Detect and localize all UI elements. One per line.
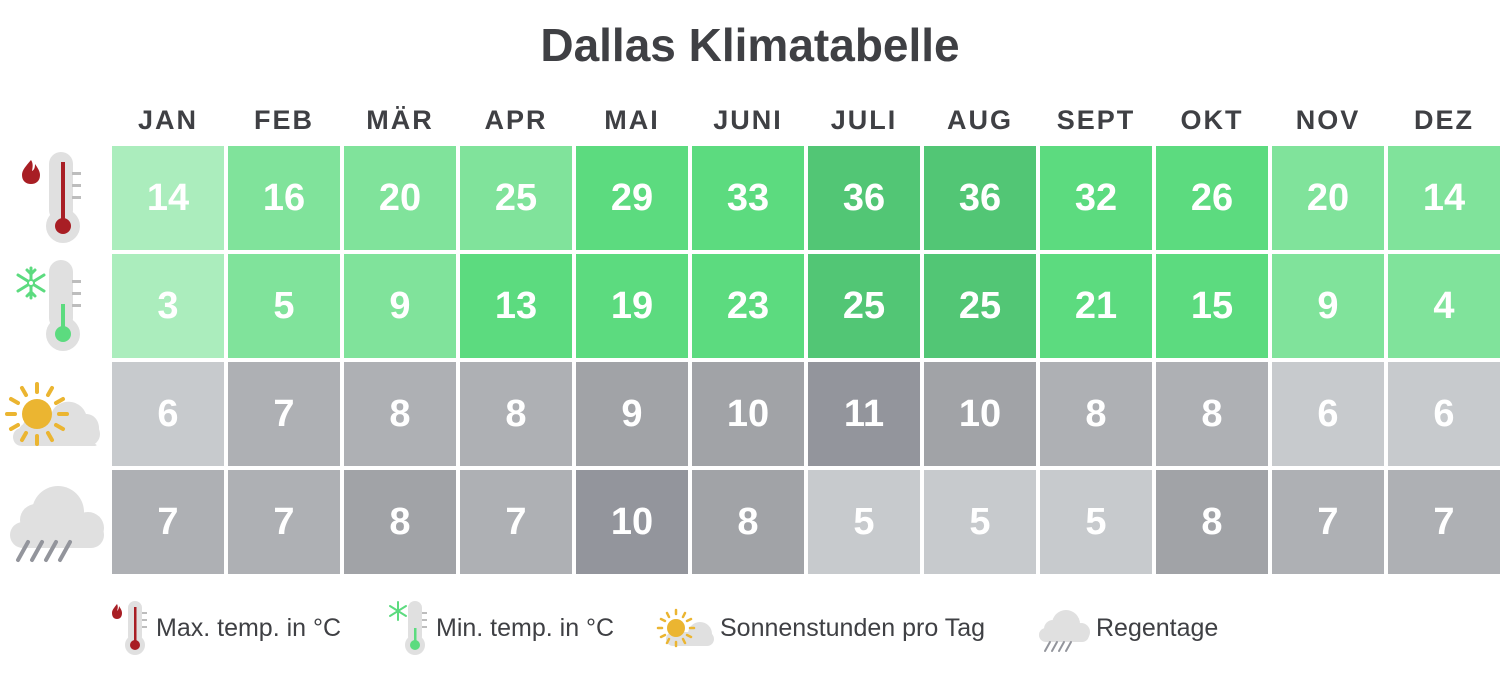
cell-sun-hours: 10 bbox=[924, 362, 1036, 466]
thermometer-cold-icon bbox=[0, 254, 108, 358]
cell-max-temp: 26 bbox=[1156, 146, 1268, 250]
cell-sun-hours: 8 bbox=[344, 362, 456, 466]
cell-sun-hours: 7 bbox=[228, 362, 340, 466]
legend-label: Max. temp. in °C bbox=[156, 613, 342, 642]
cell-min-temp: 21 bbox=[1040, 254, 1152, 358]
cell-max-temp: 36 bbox=[924, 146, 1036, 250]
cell-rain-days: 7 bbox=[1272, 470, 1384, 574]
row-sun-hours: 6 7 8 8 9 10 11 10 8 8 6 6 bbox=[112, 362, 1500, 466]
cell-max-temp: 25 bbox=[460, 146, 572, 250]
cell-max-temp: 14 bbox=[112, 146, 224, 250]
cell-sun-hours: 6 bbox=[1388, 362, 1500, 466]
cell-rain-days: 8 bbox=[692, 470, 804, 574]
cell-rain-days: 10 bbox=[576, 470, 688, 574]
legend-label: Sonnenstunden pro Tag bbox=[720, 613, 986, 642]
month-header: OKT bbox=[1180, 105, 1244, 135]
rain-cloud-icon bbox=[0, 470, 108, 574]
cell-rain-days: 5 bbox=[808, 470, 920, 574]
cell-min-temp: 9 bbox=[1272, 254, 1384, 358]
cell-min-temp: 5 bbox=[228, 254, 340, 358]
month-header: SEPT bbox=[1056, 105, 1136, 135]
chart-title: Dallas Klimatabelle bbox=[540, 19, 960, 71]
cell-rain-days: 5 bbox=[1040, 470, 1152, 574]
month-header-row: JAN FEB MÄR APR MAI JUNI JULI AUG SEPT O… bbox=[112, 100, 1500, 140]
cell-max-temp: 36 bbox=[808, 146, 920, 250]
cell-sun-hours: 8 bbox=[1040, 362, 1152, 466]
cell-sun-hours: 6 bbox=[1272, 362, 1384, 466]
legend-item-rain-days: Regentage bbox=[1036, 596, 1218, 660]
cell-sun-hours: 8 bbox=[460, 362, 572, 466]
cell-max-temp: 33 bbox=[692, 146, 804, 250]
rain-cloud-icon bbox=[1039, 610, 1090, 652]
thermometer-hot-icon bbox=[112, 601, 147, 655]
cell-min-temp: 23 bbox=[692, 254, 804, 358]
cell-sun-hours: 8 bbox=[1156, 362, 1268, 466]
month-header: NOV bbox=[1295, 105, 1361, 135]
cell-max-temp: 20 bbox=[1272, 146, 1384, 250]
thermometer-cold-icon bbox=[389, 601, 427, 655]
legend-item-sun-hours: Sonnenstunden pro Tag bbox=[656, 596, 985, 660]
month-header: DEZ bbox=[1414, 105, 1474, 135]
cell-min-temp: 15 bbox=[1156, 254, 1268, 358]
month-header: JUNI bbox=[713, 105, 783, 135]
cell-sun-hours: 11 bbox=[808, 362, 920, 466]
legend: Max. temp. in °C Min. temp. in °C bbox=[0, 596, 1500, 660]
cell-min-temp: 25 bbox=[924, 254, 1036, 358]
legend-label: Min. temp. in °C bbox=[436, 613, 615, 642]
month-header: JULI bbox=[830, 105, 898, 135]
cell-max-temp: 29 bbox=[576, 146, 688, 250]
cell-rain-days: 7 bbox=[228, 470, 340, 574]
sun-cloud-icon bbox=[656, 608, 714, 648]
month-header: MAI bbox=[604, 105, 660, 135]
row-min-temp: 3 5 9 13 19 23 25 25 21 15 9 4 bbox=[112, 254, 1500, 358]
month-header: AUG bbox=[947, 105, 1013, 135]
climate-table: 14 16 20 25 29 33 36 36 32 26 20 14 3 5 … bbox=[112, 146, 1500, 578]
sun-cloud-icon bbox=[0, 362, 108, 466]
cell-sun-hours: 10 bbox=[692, 362, 804, 466]
cell-min-temp: 4 bbox=[1388, 254, 1500, 358]
cell-rain-days: 7 bbox=[460, 470, 572, 574]
cell-rain-days: 7 bbox=[1388, 470, 1500, 574]
cell-rain-days: 8 bbox=[344, 470, 456, 574]
cell-min-temp: 13 bbox=[460, 254, 572, 358]
cell-min-temp: 25 bbox=[808, 254, 920, 358]
cell-max-temp: 20 bbox=[344, 146, 456, 250]
cell-sun-hours: 9 bbox=[576, 362, 688, 466]
month-header: MÄR bbox=[366, 105, 434, 135]
cell-min-temp: 3 bbox=[112, 254, 224, 358]
cell-max-temp: 32 bbox=[1040, 146, 1152, 250]
legend-item-max-temp: Max. temp. in °C bbox=[108, 596, 341, 660]
cell-rain-days: 5 bbox=[924, 470, 1036, 574]
legend-label: Regentage bbox=[1096, 613, 1219, 642]
cell-rain-days: 7 bbox=[112, 470, 224, 574]
cell-max-temp: 16 bbox=[228, 146, 340, 250]
row-rain-days: 7 7 8 7 10 8 5 5 5 8 7 7 bbox=[112, 470, 1500, 574]
cell-min-temp: 19 bbox=[576, 254, 688, 358]
cell-rain-days: 8 bbox=[1156, 470, 1268, 574]
row-max-temp: 14 16 20 25 29 33 36 36 32 26 20 14 bbox=[112, 146, 1500, 250]
cell-min-temp: 9 bbox=[344, 254, 456, 358]
cell-max-temp: 14 bbox=[1388, 146, 1500, 250]
legend-item-min-temp: Min. temp. in °C bbox=[388, 596, 614, 660]
cell-sun-hours: 6 bbox=[112, 362, 224, 466]
month-header: JAN bbox=[137, 105, 198, 135]
thermometer-hot-icon bbox=[0, 146, 108, 250]
month-header: APR bbox=[484, 105, 548, 135]
month-header: FEB bbox=[254, 105, 314, 135]
